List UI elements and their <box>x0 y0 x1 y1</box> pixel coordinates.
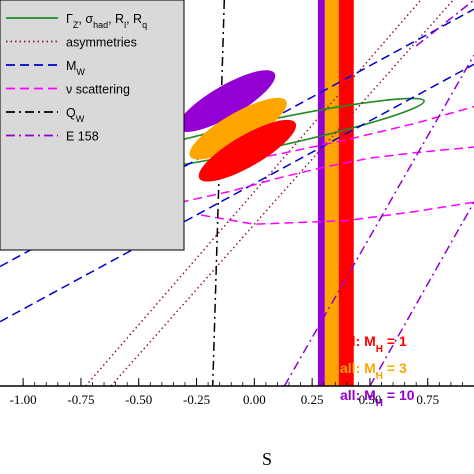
band-0 <box>317 0 325 386</box>
ellipse-layer <box>177 70 297 182</box>
band-label: all: MH = 10 <box>340 387 415 409</box>
plot-area <box>0 0 474 386</box>
series-line-11 <box>415 0 474 47</box>
legend-label: QW <box>66 106 85 124</box>
legend-box <box>0 0 185 251</box>
x-tick-label: 0.75 <box>416 392 439 407</box>
legend-label: asymmetries <box>66 36 137 50</box>
band-1 <box>324 0 339 386</box>
band-labels: all: MH = 1 all: MH = 3 all: MH = 10 <box>340 333 415 409</box>
x-axis-label: S <box>262 449 272 469</box>
legend-label: ν scattering <box>66 83 130 97</box>
series-line-4 <box>0 63 474 323</box>
legend-label: E 158 <box>66 130 99 144</box>
x-axis: -1.00 -0.75 -0.50 -0.25 0.00 0.25 0.50 0.75 <box>10 378 463 407</box>
x-tick-label: -0.75 <box>67 392 94 407</box>
ellipse-orange <box>189 97 287 160</box>
legend-entries: ΓZ, σhad, Rl, Rq asymmetries MW ν scatterin… <box>6 12 147 144</box>
legend-label: ΓZ, σhad, Rl, Rq <box>66 12 147 30</box>
band-2 <box>338 0 354 386</box>
series-line-10 <box>369 201 474 386</box>
ellipse-red <box>198 119 297 182</box>
series-line-2 <box>110 0 454 386</box>
x-tick-label: -1.00 <box>10 392 37 407</box>
plot-frame <box>0 385 474 387</box>
series-line-6 <box>138 146 474 213</box>
series-line-7 <box>201 201 474 226</box>
legend: ΓZ, σhad, Rl, Rq asymmetries MW ν scatterin… <box>0 0 185 251</box>
band-label: all: MH = 1 <box>340 333 407 355</box>
x-tick-label: 0.25 <box>301 392 324 407</box>
ellipse-purple <box>177 70 276 132</box>
legend-label: MW <box>66 59 85 77</box>
x-tick-label: -0.25 <box>183 392 210 407</box>
series-line-9 <box>283 54 474 386</box>
bands-layer <box>317 0 354 386</box>
x-tick-label: 0.00 <box>243 392 266 407</box>
x-tick-label: 0.50 <box>359 392 382 407</box>
series-line-8 <box>211 0 226 386</box>
x-tick-label: -0.50 <box>125 392 152 407</box>
band-label: all: MH = 3 <box>340 360 407 382</box>
